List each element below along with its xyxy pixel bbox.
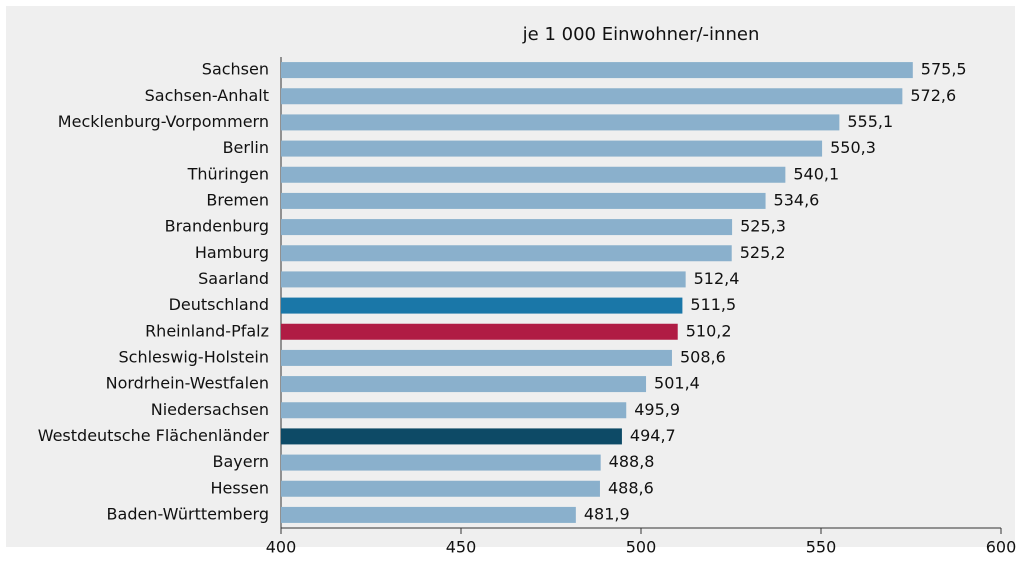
y-tick-label: Thüringen <box>187 164 269 183</box>
bar <box>281 480 600 497</box>
y-tick-label: Schleswig-Holstein <box>119 347 269 366</box>
x-tick-label: 600 <box>986 538 1017 557</box>
bar <box>281 114 840 131</box>
value-label: 525,3 <box>740 217 786 236</box>
value-label: 488,6 <box>608 478 654 497</box>
bar <box>281 62 913 79</box>
bar <box>281 140 823 157</box>
value-label: 510,2 <box>686 321 732 340</box>
value-label: 550,3 <box>830 138 876 157</box>
y-tick-label: Westdeutsche Flächenländer <box>38 426 270 445</box>
y-tick-label: Bremen <box>206 190 269 209</box>
bar <box>281 402 627 419</box>
value-label: 494,7 <box>630 426 676 445</box>
y-tick-label: Bayern <box>212 452 269 471</box>
bar <box>281 323 678 340</box>
bar <box>281 297 683 314</box>
x-tick-label: 450 <box>446 538 477 557</box>
bar <box>281 376 647 393</box>
value-label: 572,6 <box>910 86 956 105</box>
value-label: 501,4 <box>654 374 700 393</box>
value-label: 512,4 <box>694 269 740 288</box>
value-label: 575,5 <box>921 60 967 79</box>
bar <box>281 245 732 262</box>
bar <box>281 506 576 523</box>
bar <box>281 271 686 288</box>
bar <box>281 88 903 105</box>
y-tick-label: Mecklenburg-Vorpommern <box>58 112 269 131</box>
bar <box>281 166 786 183</box>
value-label: 488,8 <box>609 452 655 471</box>
bar <box>281 454 601 471</box>
value-label: 525,2 <box>740 243 786 262</box>
y-tick-label: Berlin <box>223 138 269 157</box>
bar <box>281 349 672 366</box>
y-tick-label: Nordrhein-Westfalen <box>106 374 269 393</box>
bar <box>281 428 622 445</box>
y-tick-label: Deutschland <box>169 295 269 314</box>
y-tick-label: Saarland <box>198 269 269 288</box>
y-tick-label: Niedersachsen <box>151 400 269 419</box>
y-tick-label: Hessen <box>210 478 269 497</box>
bar <box>281 192 766 209</box>
y-tick-label: Rheinland-Pfalz <box>145 321 269 340</box>
y-tick-label: Sachsen <box>202 60 269 79</box>
y-tick-label: Sachsen-Anhalt <box>145 86 269 105</box>
x-tick-label: 550 <box>806 538 837 557</box>
value-label: 481,9 <box>584 504 630 523</box>
value-label: 511,5 <box>690 295 736 314</box>
bar <box>281 219 733 236</box>
x-tick-label: 500 <box>626 538 657 557</box>
value-label: 508,6 <box>680 347 726 366</box>
value-label: 495,9 <box>634 400 680 419</box>
y-tick-label: Hamburg <box>195 243 269 262</box>
value-label: 555,1 <box>847 112 893 131</box>
value-label: 540,1 <box>793 164 839 183</box>
y-tick-label: Brandenburg <box>165 217 269 236</box>
y-tick-label: Baden-Württemberg <box>107 504 269 523</box>
x-tick-label: 400 <box>266 538 297 557</box>
chart-title: je 1 000 Einwohner/-innen <box>522 24 760 45</box>
value-label: 534,6 <box>774 190 820 209</box>
